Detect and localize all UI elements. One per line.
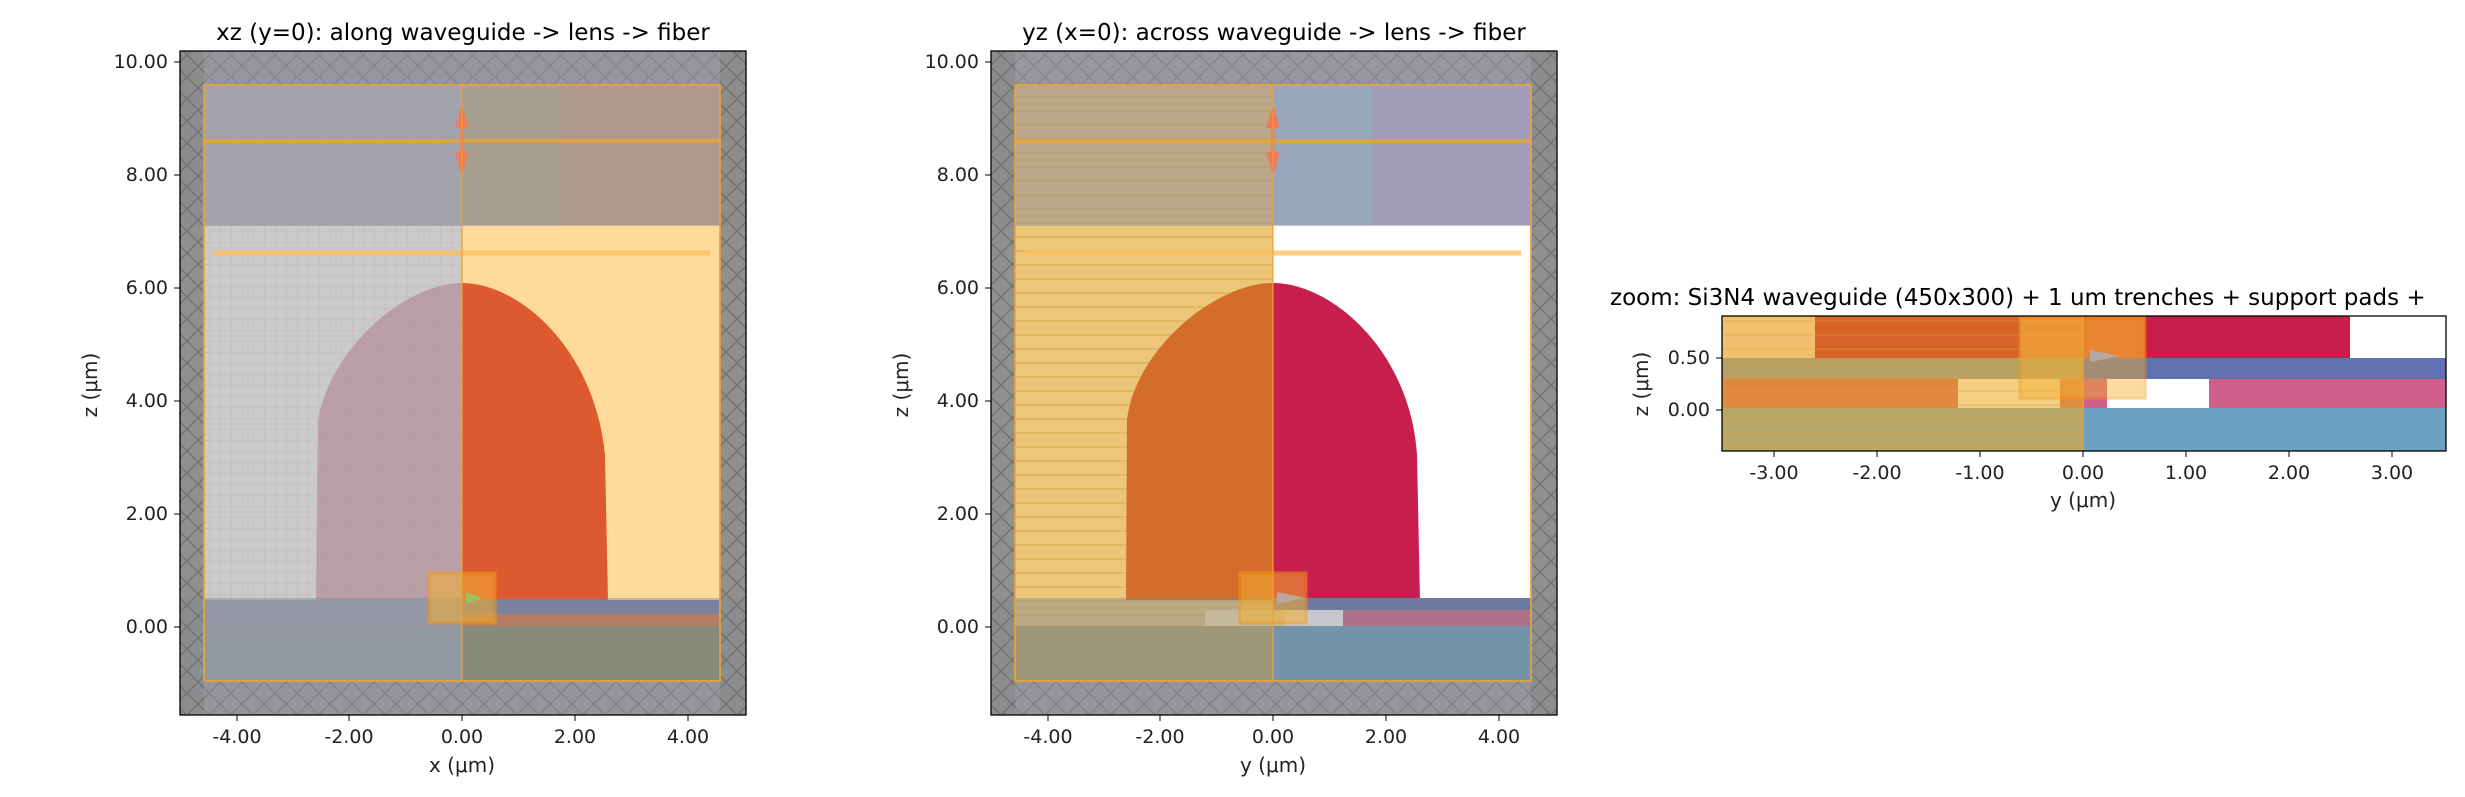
tick-label: 6.00 (126, 277, 168, 299)
tick-label: -1.00 (1955, 462, 2004, 484)
tick-label: -2.00 (324, 726, 373, 748)
y-ticks: 0.00 0.50 (1668, 347, 1722, 421)
tick-label: 4.00 (937, 390, 979, 412)
tick-label: 4.00 (667, 726, 709, 748)
tick-label: 0.50 (1668, 347, 1710, 369)
tick-label: 8.00 (937, 164, 979, 186)
substrate (1273, 626, 1531, 681)
x-axis-label: x (μm) (429, 753, 495, 777)
x-ticks: -4.00 -2.00 0.00 2.00 4.00 (1023, 715, 1520, 748)
panel-title: zoom: Si3N4 waveguide (450x300) + 1 um t… (1610, 285, 2426, 311)
y-axis-label: z (μm) (78, 353, 102, 418)
waveguide-core (462, 614, 720, 626)
tick-label: 6.00 (937, 277, 979, 299)
panel-title: yz (x=0): across waveguide -> lens -> fi… (1022, 20, 1526, 46)
tick-label: 1.00 (2165, 462, 2207, 484)
tick-label: 0.00 (126, 616, 168, 638)
lens-right (462, 283, 608, 600)
substrate (2083, 408, 2446, 451)
x-axis-label: y (μm) (2050, 488, 2116, 512)
tick-label: 2.00 (2268, 462, 2310, 484)
tick-label: -4.00 (212, 726, 261, 748)
tick-label: 0.00 (2062, 462, 2104, 484)
tick-label: 4.00 (126, 390, 168, 412)
x-axis-label: y (μm) (1240, 753, 1306, 777)
oxide-band (1273, 598, 1531, 610)
y-axis-label: z (μm) (1629, 352, 1653, 417)
x-ticks: -4.00 -2.00 0.00 2.00 4.00 (212, 715, 709, 748)
tick-label: 2.00 (937, 503, 979, 525)
y-ticks: 0.00 2.00 4.00 6.00 8.00 10.00 (114, 51, 180, 638)
tick-label: 0.00 (441, 726, 483, 748)
tick-label: 10.00 (925, 51, 979, 73)
support-pad (2209, 379, 2446, 408)
tick-label: 4.00 (1478, 726, 1520, 748)
fiber-source-arrow (1266, 104, 1280, 176)
tick-label: 0.00 (1252, 726, 1294, 748)
trench (2107, 379, 2209, 408)
lens-region (2145, 316, 2350, 358)
tick-label: 8.00 (126, 164, 168, 186)
panel-title: xz (y=0): along waveguide -> lens -> fib… (216, 20, 710, 46)
y-axis-label: z (μm) (889, 353, 913, 418)
fiber-source-arrow (455, 104, 469, 176)
x-ticks: -3.00 -2.00 -1.00 0.00 1.00 2.00 3.00 (1749, 451, 2413, 484)
tick-label: -2.00 (1852, 462, 1901, 484)
lens-right (1273, 283, 1420, 600)
tick-label: 2.00 (126, 503, 168, 525)
support-pad (1343, 610, 1531, 626)
tick-label: -3.00 (1749, 462, 1798, 484)
lens-left (1126, 283, 1273, 600)
tick-label: -4.00 (1023, 726, 1072, 748)
tick-label: 0.00 (1668, 399, 1710, 421)
panel-yz: yz (x=0): across waveguide -> lens -> fi… (889, 20, 1558, 777)
substrate (462, 626, 720, 681)
oxide-band (2083, 358, 2446, 379)
tick-label: 3.00 (2371, 462, 2413, 484)
panel-xz: xz (y=0): along waveguide -> lens -> fib… (78, 20, 747, 777)
tick-label: 0.00 (937, 616, 979, 638)
tick-label: -2.00 (1135, 726, 1184, 748)
panel-zoom: zoom: Si3N4 waveguide (450x300) + 1 um t… (1610, 285, 2447, 512)
y-ticks: 0.00 2.00 4.00 6.00 8.00 10.00 (925, 51, 991, 638)
tick-label: 2.00 (554, 726, 596, 748)
tick-label: 2.00 (1365, 726, 1407, 748)
tick-label: 10.00 (114, 51, 168, 73)
